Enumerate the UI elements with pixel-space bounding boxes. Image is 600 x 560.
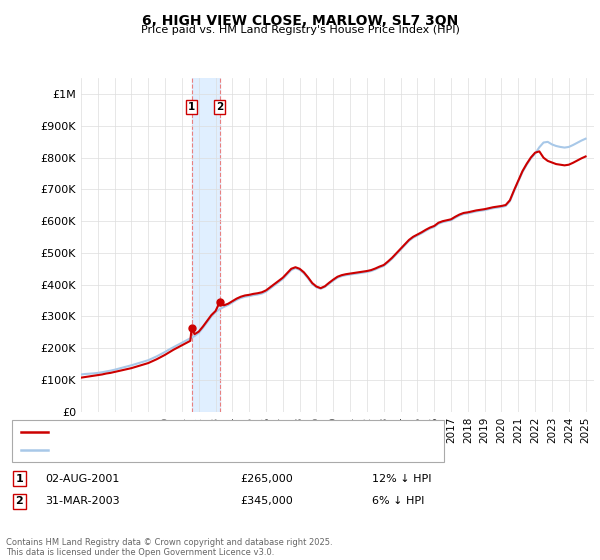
Text: 02-AUG-2001: 02-AUG-2001 xyxy=(45,474,119,484)
Text: £345,000: £345,000 xyxy=(240,496,293,506)
Text: 6% ↓ HPI: 6% ↓ HPI xyxy=(372,496,424,506)
Text: Contains HM Land Registry data © Crown copyright and database right 2025.
This d: Contains HM Land Registry data © Crown c… xyxy=(6,538,332,557)
Text: 1: 1 xyxy=(16,474,23,484)
Text: 6, HIGH VIEW CLOSE, MARLOW, SL7 3QN: 6, HIGH VIEW CLOSE, MARLOW, SL7 3QN xyxy=(142,14,458,28)
Text: HPI: Average price, detached house, Buckinghamshire: HPI: Average price, detached house, Buck… xyxy=(54,445,337,455)
Bar xyxy=(191,78,220,412)
Text: 6, HIGH VIEW CLOSE, MARLOW, SL7 3QN (detached house): 6, HIGH VIEW CLOSE, MARLOW, SL7 3QN (det… xyxy=(54,427,361,437)
Text: 2: 2 xyxy=(16,496,23,506)
Text: 1: 1 xyxy=(188,102,195,112)
Text: 2: 2 xyxy=(216,102,223,112)
Text: 12% ↓ HPI: 12% ↓ HPI xyxy=(372,474,431,484)
Text: £265,000: £265,000 xyxy=(240,474,293,484)
Text: 31-MAR-2003: 31-MAR-2003 xyxy=(45,496,119,506)
Text: Price paid vs. HM Land Registry's House Price Index (HPI): Price paid vs. HM Land Registry's House … xyxy=(140,25,460,35)
